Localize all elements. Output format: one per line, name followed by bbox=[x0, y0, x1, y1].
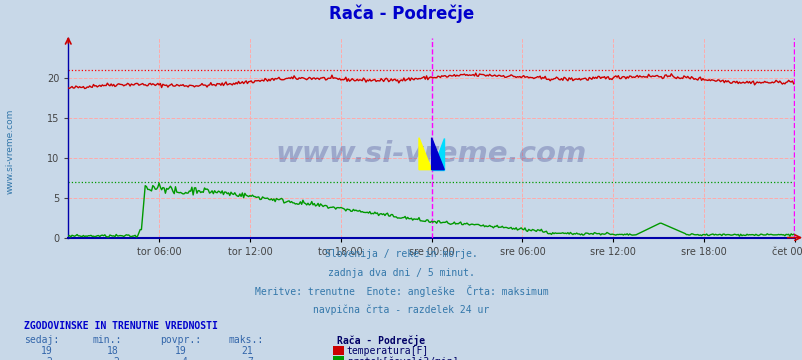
Polygon shape bbox=[431, 138, 444, 170]
Text: www.si-vreme.com: www.si-vreme.com bbox=[5, 108, 14, 194]
Text: zadnja dva dni / 5 minut.: zadnja dva dni / 5 minut. bbox=[328, 267, 474, 278]
Text: maks.:: maks.: bbox=[229, 335, 264, 345]
Text: 4: 4 bbox=[181, 357, 187, 360]
Text: 19: 19 bbox=[40, 346, 52, 356]
Text: min.:: min.: bbox=[92, 335, 122, 345]
Text: temperatura[F]: temperatura[F] bbox=[346, 346, 428, 356]
Text: 2: 2 bbox=[47, 357, 52, 360]
Text: 18: 18 bbox=[107, 346, 119, 356]
Text: pretok[čevelj3/min]: pretok[čevelj3/min] bbox=[346, 356, 458, 360]
Text: 2: 2 bbox=[113, 357, 119, 360]
Text: www.si-vreme.com: www.si-vreme.com bbox=[276, 140, 586, 168]
Text: 7: 7 bbox=[247, 357, 253, 360]
Polygon shape bbox=[431, 138, 444, 170]
Text: Rača - Podrečje: Rača - Podrečje bbox=[337, 335, 425, 346]
Text: sedaj:: sedaj: bbox=[24, 335, 59, 345]
Text: ZGODOVINSKE IN TRENUTNE VREDNOSTI: ZGODOVINSKE IN TRENUTNE VREDNOSTI bbox=[24, 321, 217, 331]
Text: Slovenija / reke in morje.: Slovenija / reke in morje. bbox=[325, 249, 477, 259]
Text: 21: 21 bbox=[241, 346, 253, 356]
Text: povpr.:: povpr.: bbox=[160, 335, 201, 345]
Text: Rača - Podrečje: Rača - Podrečje bbox=[329, 4, 473, 23]
Text: 19: 19 bbox=[175, 346, 187, 356]
Text: navpična črta - razdelek 24 ur: navpična črta - razdelek 24 ur bbox=[313, 305, 489, 315]
Text: Meritve: trenutne  Enote: angleške  Črta: maksimum: Meritve: trenutne Enote: angleške Črta: … bbox=[254, 285, 548, 297]
Polygon shape bbox=[419, 138, 431, 170]
